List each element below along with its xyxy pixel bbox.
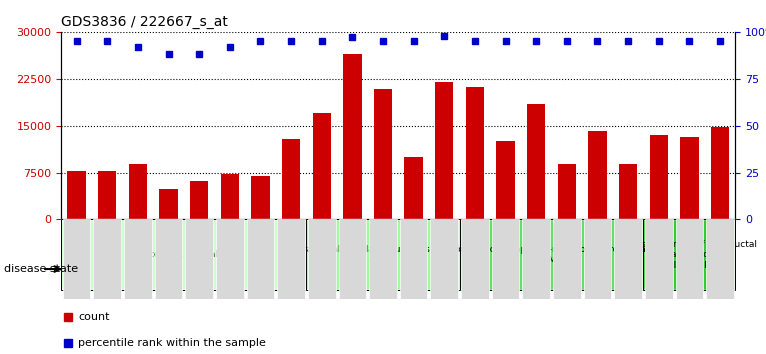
Bar: [496, 141, 515, 219]
FancyBboxPatch shape: [492, 219, 519, 299]
FancyBboxPatch shape: [124, 219, 152, 299]
FancyBboxPatch shape: [339, 219, 366, 299]
Bar: [313, 113, 331, 219]
Bar: [190, 181, 208, 219]
Text: intraductal papillary-mucinous carcinoma
(IPMC): intraductal papillary-mucinous carcinoma…: [457, 245, 646, 264]
Bar: [404, 157, 423, 219]
FancyBboxPatch shape: [676, 219, 703, 299]
Bar: [67, 171, 86, 219]
Bar: [374, 90, 392, 219]
FancyBboxPatch shape: [584, 219, 611, 299]
Bar: [343, 54, 362, 219]
Text: percentile rank within the sample: percentile rank within the sample: [78, 338, 266, 348]
FancyBboxPatch shape: [706, 219, 734, 299]
FancyBboxPatch shape: [643, 219, 735, 290]
Bar: [650, 135, 668, 219]
FancyBboxPatch shape: [614, 219, 642, 299]
Bar: [558, 165, 576, 219]
FancyBboxPatch shape: [460, 219, 643, 290]
FancyBboxPatch shape: [400, 219, 427, 299]
FancyBboxPatch shape: [645, 219, 673, 299]
Bar: [527, 104, 545, 219]
FancyBboxPatch shape: [63, 219, 90, 299]
Bar: [251, 176, 270, 219]
Text: control, normal: control, normal: [149, 250, 218, 259]
FancyBboxPatch shape: [155, 219, 182, 299]
Text: intraductal papillary-mucinous adenoma
(IPMA): intraductal papillary-mucinous adenoma (…: [291, 245, 475, 264]
Text: GDS3836 / 222667_s_at: GDS3836 / 222667_s_at: [61, 16, 228, 29]
Text: invasive cancer of intraductal
papillary-mucinous
neoplasm (IPMN): invasive cancer of intraductal papillary…: [622, 240, 757, 270]
Bar: [98, 171, 116, 219]
FancyBboxPatch shape: [522, 219, 550, 299]
FancyBboxPatch shape: [93, 219, 121, 299]
Bar: [680, 137, 699, 219]
Bar: [435, 82, 453, 219]
FancyBboxPatch shape: [216, 219, 244, 299]
FancyBboxPatch shape: [308, 219, 336, 299]
FancyBboxPatch shape: [369, 219, 397, 299]
Bar: [588, 131, 607, 219]
Bar: [466, 87, 484, 219]
FancyBboxPatch shape: [430, 219, 458, 299]
Bar: [619, 165, 637, 219]
Bar: [711, 127, 729, 219]
Bar: [282, 139, 300, 219]
FancyBboxPatch shape: [247, 219, 274, 299]
Text: disease state: disease state: [4, 264, 78, 274]
FancyBboxPatch shape: [461, 219, 489, 299]
FancyBboxPatch shape: [277, 219, 305, 299]
Bar: [129, 165, 147, 219]
Bar: [221, 175, 239, 219]
Text: count: count: [78, 312, 110, 322]
FancyBboxPatch shape: [553, 219, 581, 299]
FancyBboxPatch shape: [306, 219, 460, 290]
FancyBboxPatch shape: [185, 219, 213, 299]
Bar: [159, 189, 178, 219]
FancyBboxPatch shape: [61, 219, 306, 290]
